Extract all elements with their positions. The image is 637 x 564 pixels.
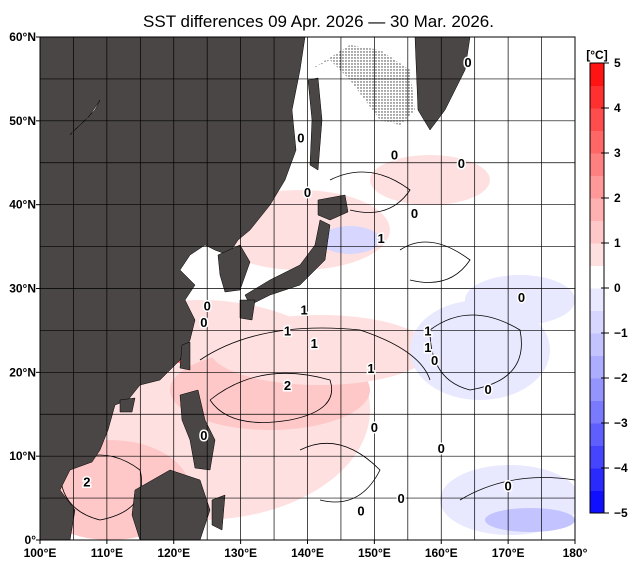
colorbar-bin bbox=[590, 220, 604, 244]
y-tick-label: 10°N bbox=[9, 449, 36, 463]
colorbar-bin bbox=[590, 130, 604, 154]
colorbar-bin bbox=[590, 108, 604, 131]
contour-label: 2 bbox=[284, 378, 291, 393]
contour-label: 1 bbox=[301, 302, 308, 317]
colorbar-bin bbox=[590, 85, 604, 109]
colorbar-tick-label: 2 bbox=[614, 191, 621, 205]
x-tick-label: 180° bbox=[563, 546, 588, 560]
colorbar-bin bbox=[590, 423, 604, 446]
colorbar-bin bbox=[590, 468, 604, 491]
colorbar-bin bbox=[590, 400, 604, 424]
contour-label: 1 bbox=[311, 336, 318, 351]
x-tick-label: 140°E bbox=[291, 546, 324, 560]
contour-label: 1 bbox=[424, 323, 431, 338]
colorbar-unit: [°C] bbox=[586, 48, 607, 62]
colorbar-bin bbox=[590, 198, 604, 221]
graticule bbox=[40, 37, 575, 540]
contour-label: 0 bbox=[438, 441, 445, 456]
colorbar-tick-label: 0 bbox=[614, 281, 621, 295]
x-tick-label: 130°E bbox=[224, 546, 257, 560]
contour-label: 0 bbox=[458, 156, 465, 171]
contour-label: 2 bbox=[83, 474, 90, 489]
x-tick-label: 150°E bbox=[358, 546, 391, 560]
contour-label: 0 bbox=[464, 55, 471, 70]
colorbar-bin bbox=[590, 288, 604, 311]
y-tick-label: 0° bbox=[25, 533, 37, 547]
contour-label: 0 bbox=[357, 504, 364, 519]
figure-title: SST differences 09 Apr. 2026 — 30 Mar. 2… bbox=[143, 12, 494, 31]
contour-label: 1 bbox=[284, 323, 291, 338]
contour-label: 0 bbox=[391, 147, 398, 162]
colorbar-bin bbox=[590, 265, 604, 289]
colorbar-bin bbox=[590, 243, 604, 266]
colorbar-bin bbox=[590, 310, 604, 334]
x-tick-label: 110°E bbox=[91, 546, 123, 560]
colorbar-bin bbox=[590, 490, 604, 514]
contour-label: 0 bbox=[204, 298, 211, 313]
contour-label: 0 bbox=[505, 479, 512, 494]
colorbar-tick-label: 4 bbox=[614, 101, 621, 115]
x-tick-label: 100°E bbox=[24, 546, 57, 560]
colorbar-bin bbox=[590, 175, 604, 199]
contour-label: 0 bbox=[304, 185, 311, 200]
colorbar-bin bbox=[590, 355, 604, 379]
colorbar-bin bbox=[590, 445, 604, 469]
axis-labels: 100°E 110°E 120°E 130°E 140°E 150°E 160°E 170°E… bbox=[9, 30, 587, 560]
contour-label: 0 bbox=[431, 353, 438, 368]
y-tick-label: 50°N bbox=[9, 114, 36, 128]
colorbar-tick-label: −5 bbox=[614, 506, 628, 520]
colorbar-bin bbox=[590, 63, 604, 86]
colorbar-tick-label: 5 bbox=[614, 56, 621, 70]
y-tick-label: 60°N bbox=[9, 30, 36, 44]
contour-label: 0 bbox=[484, 382, 491, 397]
colorbar-tick-label: −2 bbox=[614, 371, 628, 385]
contour-label: 0 bbox=[200, 428, 207, 443]
contour-label: 0 bbox=[371, 420, 378, 435]
colorbar-bin bbox=[590, 333, 604, 356]
sea-ice bbox=[310, 45, 415, 125]
x-tick-label: 170°E bbox=[492, 546, 525, 560]
colorbar-bin bbox=[590, 153, 604, 176]
contour-label: 0 bbox=[200, 315, 207, 330]
y-tick-label: 20°N bbox=[9, 365, 36, 379]
x-tick-label: 160°E bbox=[425, 546, 458, 560]
y-tick-label: 30°N bbox=[9, 282, 36, 296]
colorbar: 5 4 3 2 1 0 −1 −2 −3 −4 −5 [°C] bbox=[586, 48, 628, 520]
colorbar-bin bbox=[590, 378, 604, 401]
colorbar-tick-label: 3 bbox=[614, 146, 621, 160]
colorbar-tick-label: −3 bbox=[614, 416, 628, 430]
contour-label: 0 bbox=[398, 491, 405, 506]
contour-label: 0 bbox=[518, 290, 525, 305]
colorbar-tick-label: −1 bbox=[614, 326, 628, 340]
contour-label: 0 bbox=[411, 206, 418, 221]
colorbar-tick-label: −4 bbox=[614, 461, 628, 475]
y-tick-label: 40°N bbox=[9, 198, 36, 212]
lake bbox=[69, 99, 101, 136]
contour-label: 1 bbox=[377, 231, 384, 246]
contour-label: 0 bbox=[297, 131, 304, 146]
x-tick-label: 120°E bbox=[157, 546, 190, 560]
contour-label: 1 bbox=[367, 361, 374, 376]
colorbar-tick-label: 1 bbox=[614, 236, 621, 250]
contour-label: 1 bbox=[424, 340, 431, 355]
